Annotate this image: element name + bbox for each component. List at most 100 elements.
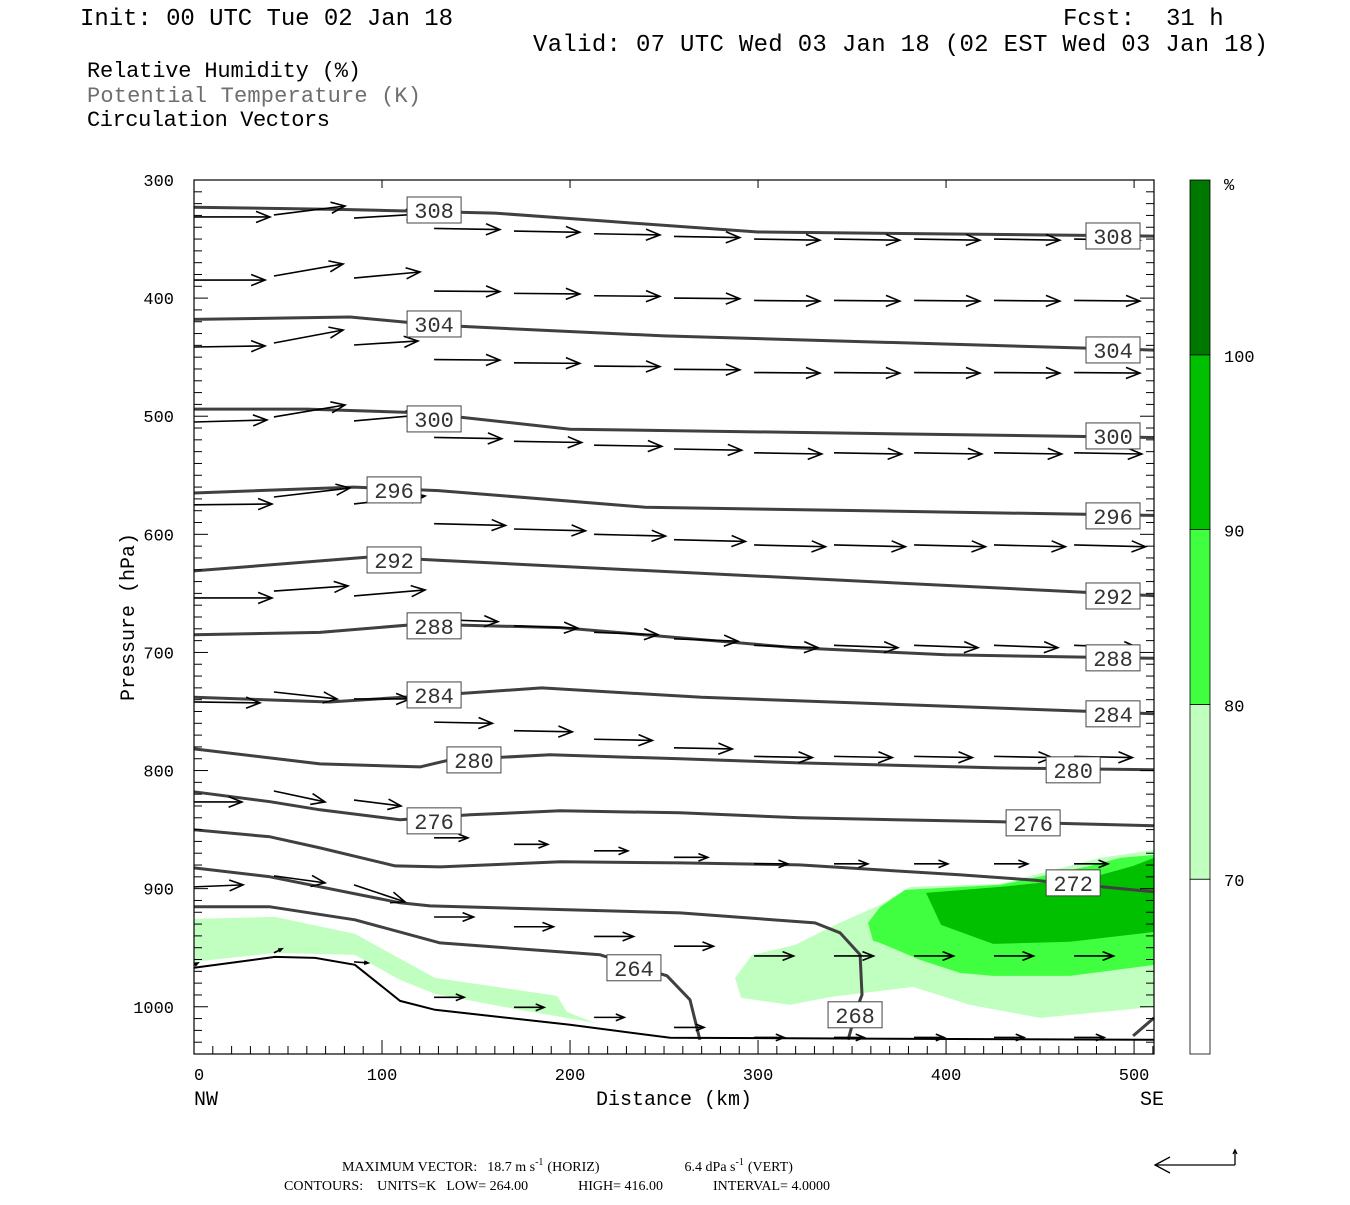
- vector-head: [883, 640, 901, 654]
- vector-head: [858, 859, 870, 869]
- theta-contour-264: [1132, 1016, 1155, 1038]
- vector-head: [252, 414, 270, 427]
- vector-shaft: [914, 544, 986, 548]
- circulation-vector: [914, 366, 983, 380]
- contour-label-box: [1085, 700, 1141, 728]
- vector-head: [485, 223, 503, 236]
- colorbar-level-label: 70: [1224, 873, 1244, 892]
- theta-contour-288: [193, 622, 1155, 660]
- colorbar-band-70-80: [1189, 704, 1211, 880]
- vector-head: [485, 353, 503, 367]
- vector-head: [935, 1033, 947, 1042]
- circulation-vector: [594, 439, 664, 453]
- x-tick-label: 300: [743, 1067, 774, 1086]
- vector-shaft: [754, 371, 820, 374]
- vector-shaft: [993, 452, 1062, 455]
- circulation-vector: [513, 225, 582, 239]
- circulation-vector: [273, 790, 328, 806]
- terrain-layer: [193, 955, 1155, 1041]
- circulation-vector: [193, 414, 270, 427]
- theta-contour-272: [193, 828, 1155, 894]
- vector-shaft: [754, 299, 820, 302]
- x-tick-label: 0: [194, 1067, 204, 1086]
- circulation-vector: [273, 260, 346, 277]
- colorbar-level-label: 100: [1224, 349, 1255, 368]
- rh-fill-layer: [194, 849, 1154, 1023]
- circulation-vector: [833, 540, 908, 553]
- vector-head: [1018, 859, 1030, 869]
- circulation-vector: [754, 1033, 787, 1042]
- circulation-vector: [434, 518, 508, 532]
- vector-head: [330, 201, 348, 214]
- contour-label-box: [1085, 422, 1141, 450]
- contours-low: LOW= 264.00: [446, 1179, 528, 1194]
- colorbar-band-100-110: [1189, 179, 1211, 356]
- vector-shaft: [914, 371, 980, 374]
- vector-shaft: [193, 701, 261, 704]
- vector-head: [310, 874, 328, 888]
- vector-head: [877, 750, 895, 764]
- vector-head: [1125, 366, 1143, 380]
- vector-shaft: [833, 452, 902, 455]
- vector-shaft: [434, 358, 500, 361]
- vector-head: [1051, 540, 1068, 553]
- contours-info-text: CONTOURS: UNITS=K LOW= 264.00 HIGH= 416.00 I…: [284, 1179, 830, 1194]
- circulation-vector: [594, 529, 668, 543]
- circulation-vector: [993, 294, 1062, 308]
- vector-shaft: [833, 644, 898, 649]
- circulation-vector: [914, 750, 975, 764]
- circulation-vector: [353, 266, 423, 280]
- vector-head: [487, 432, 504, 445]
- vector-shaft: [273, 487, 350, 498]
- vector-head: [483, 614, 501, 628]
- vector-shaft: [513, 292, 580, 295]
- contour-label: 300: [414, 409, 454, 434]
- circulation-vector: [1074, 1033, 1107, 1042]
- max-vert-tag: (VERT): [748, 1160, 793, 1175]
- contour-label-box: [1085, 502, 1141, 530]
- vector-head: [803, 640, 821, 654]
- vector-shaft: [833, 299, 900, 302]
- vector-shaft: [993, 238, 1060, 242]
- vector-head: [485, 285, 503, 298]
- vector-shaft: [833, 238, 900, 242]
- circulation-vector: [594, 627, 661, 641]
- vector-shaft: [594, 533, 666, 537]
- vector-head: [805, 294, 823, 308]
- contour-label-box: [366, 546, 422, 574]
- theta-contour-308: [193, 205, 1155, 238]
- circulation-vector: [193, 497, 275, 511]
- circulation-vector: [754, 950, 796, 962]
- circulation-vector: [1074, 540, 1148, 553]
- vector-shaft: [673, 297, 740, 300]
- vector-head: [458, 833, 471, 843]
- circulation-vector: [273, 401, 348, 418]
- vector-head: [1131, 540, 1148, 553]
- vector-head: [723, 634, 741, 648]
- circulation-vector: [833, 294, 902, 308]
- circulation-vector: [434, 716, 495, 730]
- axis-ticks: [193, 179, 1154, 1055]
- circulation-vector: [673, 742, 735, 756]
- contour-label: 276: [1013, 813, 1053, 838]
- vector-head: [698, 852, 710, 862]
- vector-shaft: [914, 238, 980, 242]
- vector-head: [363, 960, 371, 965]
- vector-head: [645, 289, 663, 303]
- circulation-vector: [273, 947, 284, 954]
- circulation-vector: [513, 524, 588, 537]
- vector-shaft: [754, 452, 822, 455]
- vector-shaft: [1074, 452, 1142, 455]
- circulation-vector: [594, 1013, 627, 1022]
- contour-label-layer: 308 308 304 304 300 300 296 296 292 292 288 288 284 2…: [366, 196, 1141, 1030]
- circulation-vector: [994, 1033, 1027, 1042]
- y-tick-label: 900: [143, 882, 174, 901]
- circulation-vector: [754, 540, 828, 553]
- max-vert-value: 6.4 dPa s: [685, 1160, 736, 1175]
- vector-head: [538, 839, 550, 849]
- vector-shaft: [833, 755, 893, 759]
- max-horiz-value: 18.7 m s: [487, 1160, 535, 1175]
- vector-shaft: [353, 961, 369, 964]
- y-tick-labels: 300 400 500 600 700 800 900 1000: [133, 173, 174, 1019]
- vector-shaft: [273, 205, 346, 216]
